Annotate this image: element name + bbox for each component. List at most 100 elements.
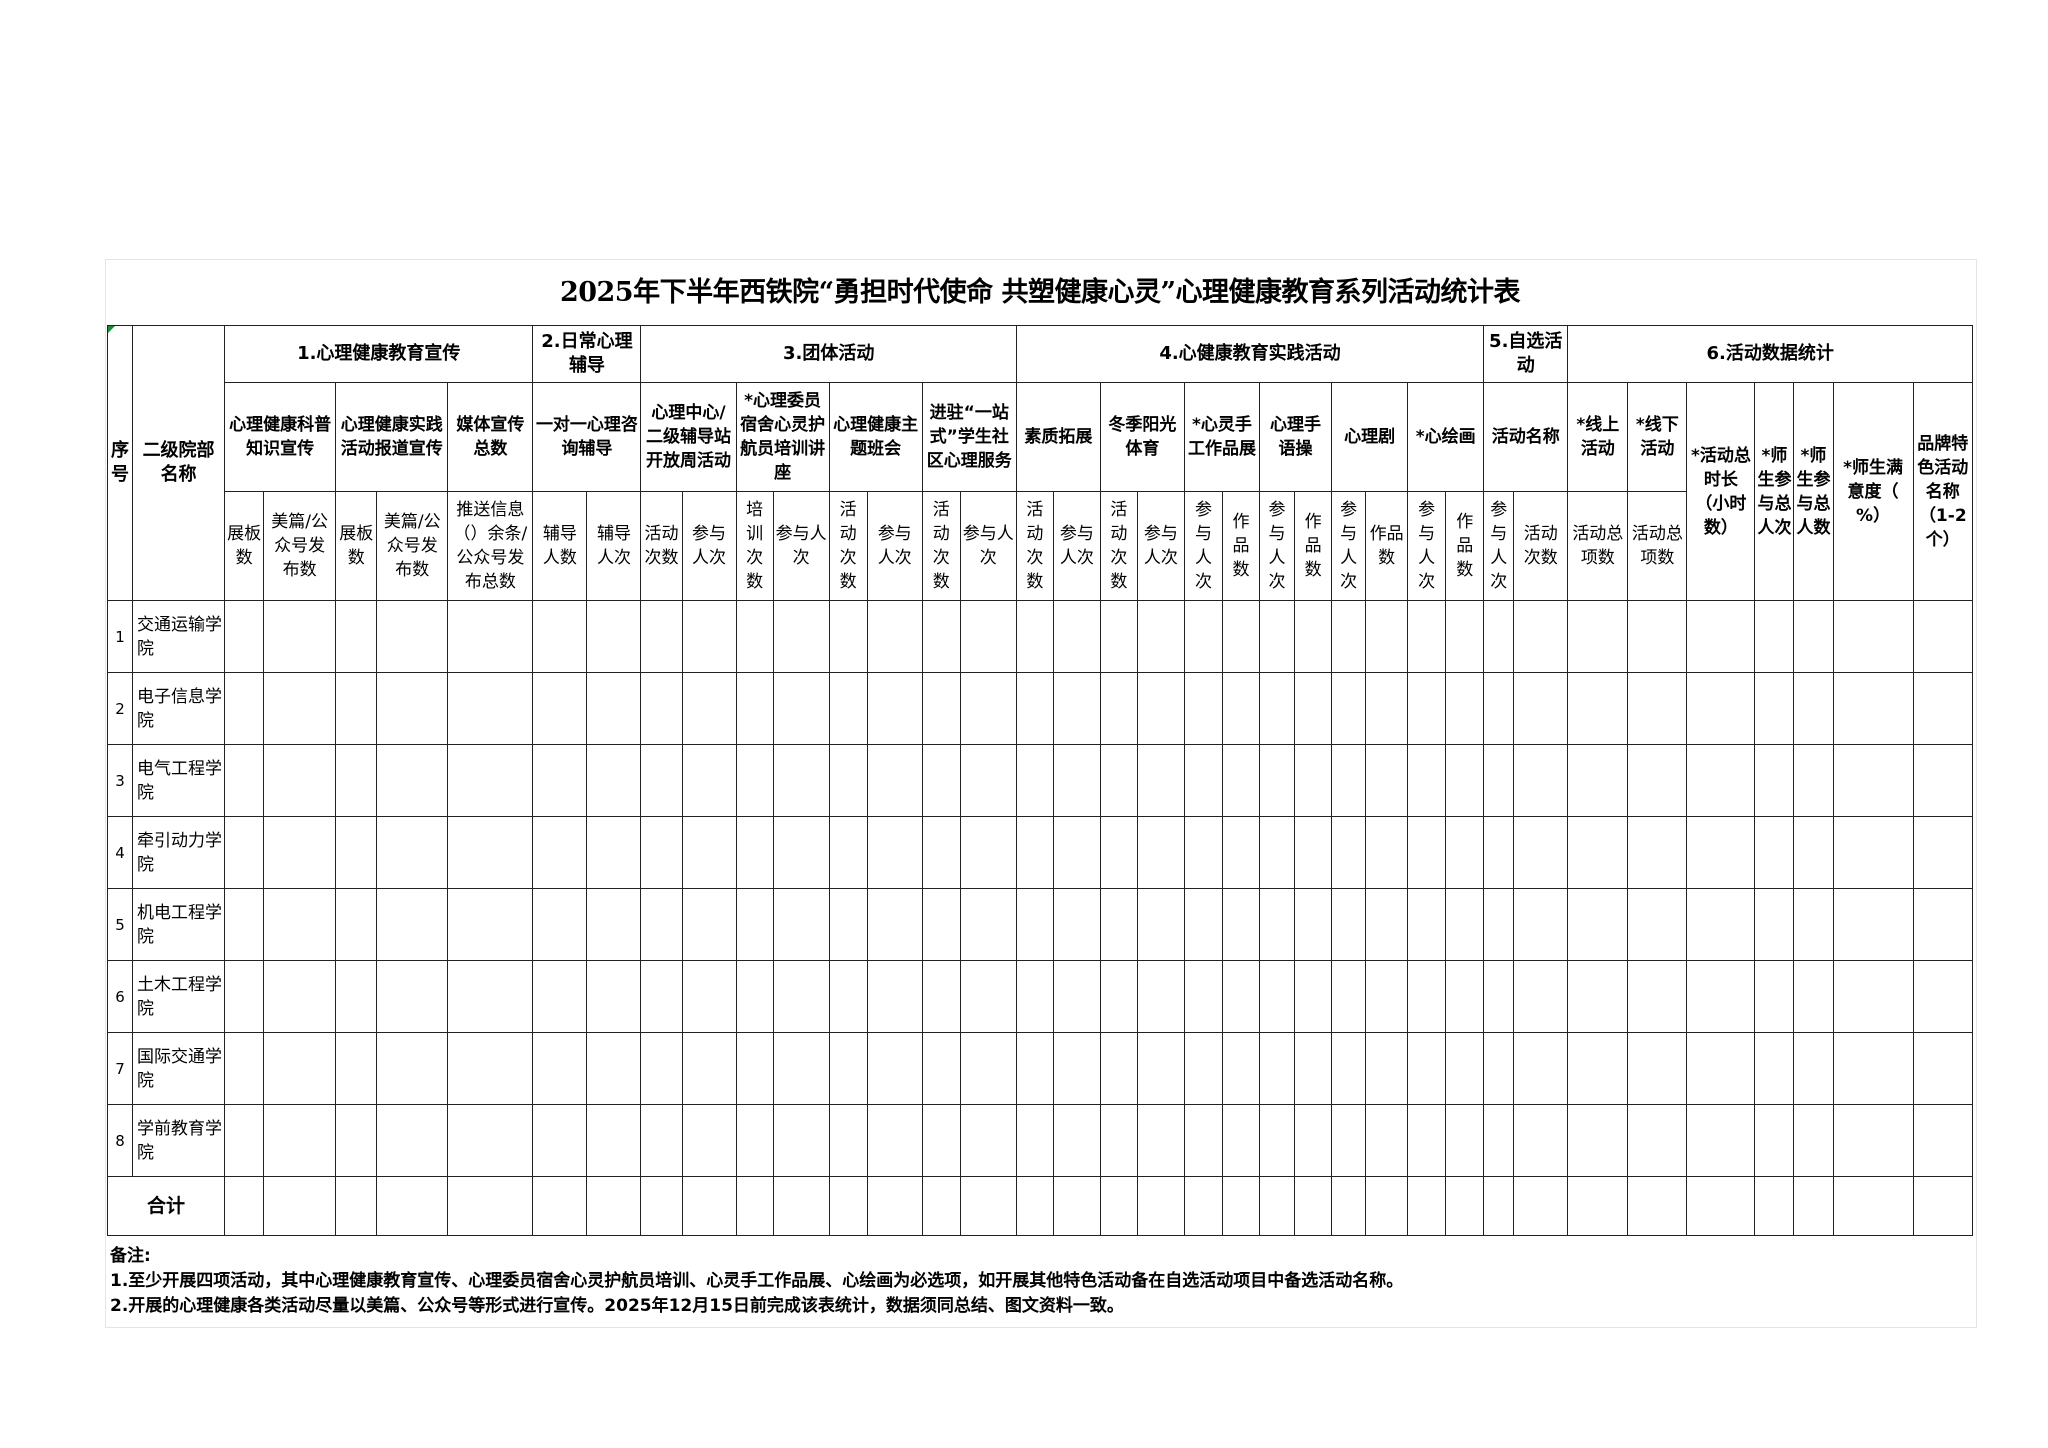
- data-cell[interactable]: [1259, 1032, 1296, 1105]
- data-cell[interactable]: [772, 960, 830, 1033]
- data-cell[interactable]: [1259, 744, 1296, 817]
- total-cell[interactable]: [921, 1176, 961, 1236]
- data-cell[interactable]: [828, 960, 868, 1033]
- data-cell[interactable]: [1793, 672, 1834, 745]
- data-cell[interactable]: [1567, 744, 1629, 817]
- data-cell[interactable]: [1259, 672, 1296, 745]
- data-cell[interactable]: [376, 1104, 449, 1177]
- data-cell[interactable]: [1407, 1032, 1447, 1105]
- data-cell[interactable]: [263, 600, 337, 673]
- data-cell[interactable]: [1912, 888, 1974, 961]
- data-cell[interactable]: [224, 600, 265, 673]
- data-cell[interactable]: [1183, 1032, 1223, 1105]
- data-cell[interactable]: [1407, 888, 1447, 961]
- data-cell[interactable]: [1754, 960, 1795, 1033]
- data-cell[interactable]: [1567, 960, 1629, 1033]
- data-cell[interactable]: [772, 888, 830, 961]
- data-cell[interactable]: [1183, 888, 1223, 961]
- data-cell[interactable]: [1513, 672, 1569, 745]
- data-cell[interactable]: [1754, 888, 1795, 961]
- data-cell[interactable]: [586, 600, 642, 673]
- data-cell[interactable]: [1331, 816, 1367, 889]
- data-cell[interactable]: [1793, 600, 1834, 673]
- data-cell[interactable]: [1365, 672, 1409, 745]
- data-cell[interactable]: [1912, 672, 1974, 745]
- data-cell[interactable]: [772, 816, 830, 889]
- data-cell[interactable]: [1912, 600, 1974, 673]
- data-cell[interactable]: [1627, 816, 1688, 889]
- data-cell[interactable]: [1294, 1104, 1333, 1177]
- data-cell[interactable]: [1015, 1032, 1054, 1105]
- data-cell[interactable]: [828, 600, 868, 673]
- data-cell[interactable]: [1294, 960, 1333, 1033]
- data-cell[interactable]: [640, 600, 683, 673]
- data-cell[interactable]: [1183, 960, 1223, 1033]
- data-cell[interactable]: [1259, 1104, 1296, 1177]
- data-cell[interactable]: [1793, 960, 1834, 1033]
- data-cell[interactable]: [1407, 816, 1447, 889]
- data-cell[interactable]: [1513, 960, 1569, 1033]
- data-cell[interactable]: [1912, 1104, 1974, 1177]
- data-cell[interactable]: [1259, 816, 1296, 889]
- data-cell[interactable]: [1365, 888, 1409, 961]
- data-cell[interactable]: [1136, 1032, 1185, 1105]
- total-cell[interactable]: [1136, 1176, 1185, 1236]
- total-cell[interactable]: [1686, 1176, 1756, 1236]
- data-cell[interactable]: [1052, 888, 1101, 961]
- data-cell[interactable]: [866, 1104, 923, 1177]
- total-cell[interactable]: [1445, 1176, 1485, 1236]
- data-cell[interactable]: [1052, 1104, 1101, 1177]
- data-cell[interactable]: [1052, 816, 1101, 889]
- data-cell[interactable]: [1483, 960, 1515, 1033]
- total-cell[interactable]: [866, 1176, 923, 1236]
- data-cell[interactable]: [866, 1032, 923, 1105]
- data-cell[interactable]: [1015, 888, 1054, 961]
- data-cell[interactable]: [1294, 1032, 1333, 1105]
- data-cell[interactable]: [772, 1032, 830, 1105]
- data-cell[interactable]: [1183, 816, 1223, 889]
- data-cell[interactable]: [1483, 1032, 1515, 1105]
- data-cell[interactable]: [1136, 600, 1185, 673]
- data-cell[interactable]: [1627, 960, 1688, 1033]
- total-cell[interactable]: [1099, 1176, 1138, 1236]
- data-cell[interactable]: [1686, 816, 1756, 889]
- data-cell[interactable]: [959, 888, 1017, 961]
- data-cell[interactable]: [772, 672, 830, 745]
- data-cell[interactable]: [640, 672, 683, 745]
- data-cell[interactable]: [921, 744, 961, 817]
- data-cell[interactable]: [1912, 744, 1974, 817]
- data-cell[interactable]: [1832, 744, 1914, 817]
- total-cell[interactable]: [1567, 1176, 1629, 1236]
- data-cell[interactable]: [1483, 600, 1515, 673]
- total-cell[interactable]: [681, 1176, 737, 1236]
- data-cell[interactable]: [263, 960, 337, 1033]
- data-cell[interactable]: [1567, 816, 1629, 889]
- data-cell[interactable]: [376, 888, 449, 961]
- data-cell[interactable]: [1754, 600, 1795, 673]
- data-cell[interactable]: [335, 1104, 378, 1177]
- data-cell[interactable]: [1832, 1032, 1914, 1105]
- data-cell[interactable]: [921, 672, 961, 745]
- data-cell[interactable]: [1445, 960, 1485, 1033]
- data-cell[interactable]: [640, 1104, 683, 1177]
- total-cell[interactable]: [586, 1176, 642, 1236]
- data-cell[interactable]: [1099, 1104, 1138, 1177]
- data-cell[interactable]: [1483, 1104, 1515, 1177]
- data-cell[interactable]: [1099, 888, 1138, 961]
- data-cell[interactable]: [1793, 1032, 1834, 1105]
- data-cell[interactable]: [735, 816, 774, 889]
- data-cell[interactable]: [586, 888, 642, 961]
- data-cell[interactable]: [828, 1104, 868, 1177]
- data-cell[interactable]: [224, 1032, 265, 1105]
- data-cell[interactable]: [1445, 744, 1485, 817]
- data-cell[interactable]: [1627, 1032, 1688, 1105]
- data-cell[interactable]: [921, 960, 961, 1033]
- data-cell[interactable]: [1513, 1104, 1569, 1177]
- data-cell[interactable]: [681, 960, 737, 1033]
- data-cell[interactable]: [586, 672, 642, 745]
- data-cell[interactable]: [681, 744, 737, 817]
- data-cell[interactable]: [735, 672, 774, 745]
- total-cell[interactable]: [640, 1176, 683, 1236]
- data-cell[interactable]: [866, 600, 923, 673]
- data-cell[interactable]: [447, 600, 534, 673]
